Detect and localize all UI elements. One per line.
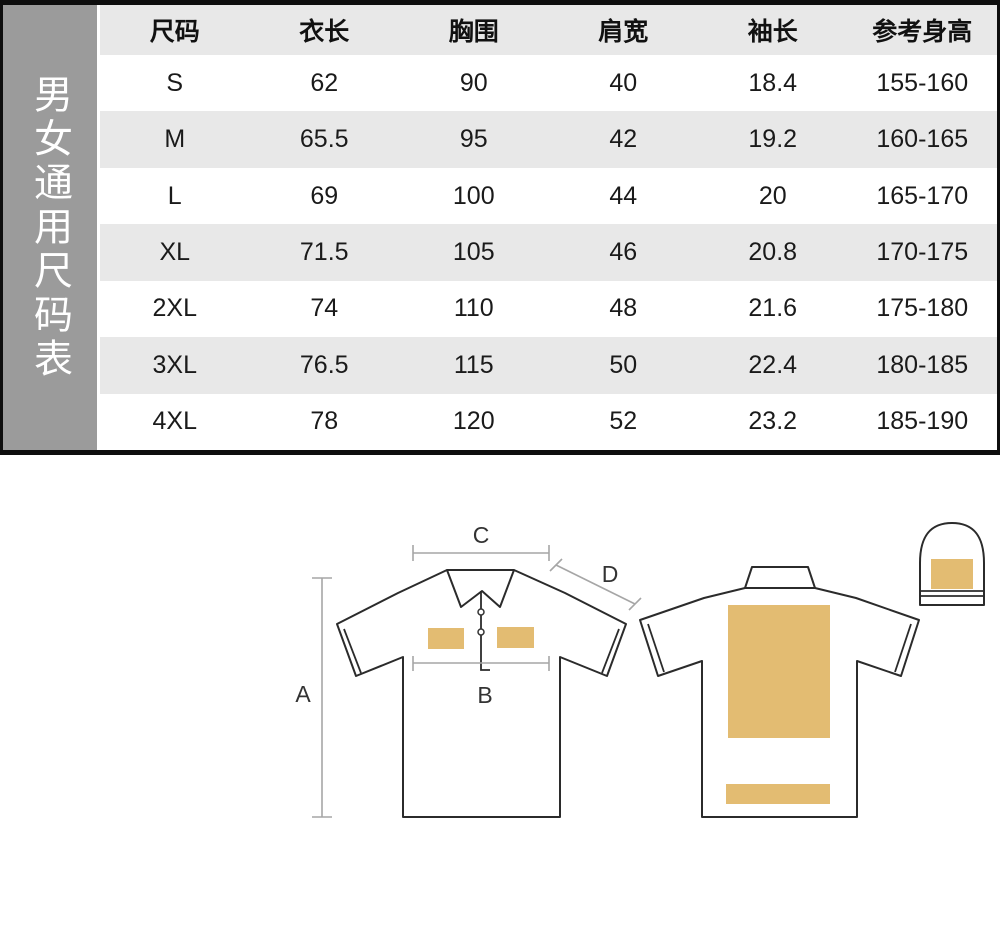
col-header-length: 衣长 — [299, 18, 350, 46]
cell-size: 3XL — [152, 350, 197, 379]
cell-sleeve: 23.2 — [748, 407, 798, 436]
cell-height: 185-190 — [876, 407, 969, 436]
print-area-front-right-chest — [497, 627, 534, 648]
col-header-sleeve: 袖长 — [747, 18, 798, 46]
cell-height: 170-175 — [876, 237, 969, 266]
table-row-xl: XL 71.5 105 46 20.8 170-175 — [100, 224, 997, 281]
measure-label-b: B — [477, 682, 492, 708]
cell-sleeve: 22.4 — [748, 350, 798, 379]
col-header-chest: 胸围 — [448, 18, 499, 46]
front-polo-outline — [336, 569, 627, 818]
table-row-3xl: 3XL 76.5 115 50 22.4 180-185 — [100, 337, 997, 394]
cell-sleeve: 18.4 — [748, 68, 798, 97]
table-row-m: M 65.5 95 42 19.2 160-165 — [100, 111, 997, 168]
size-table-block: 男女通用尺码表 尺码 衣长 胸围 肩宽 袖长 参考身高 S 62 90 40 1… — [0, 0, 1000, 455]
back-collar — [744, 566, 816, 589]
cell-chest: 90 — [459, 68, 488, 97]
print-area-sleeve — [931, 559, 973, 589]
col-header-shoulder: 肩宽 — [598, 18, 649, 46]
cell-length: 76.5 — [299, 350, 349, 379]
garment-diagram-svg: C D A B — [295, 522, 985, 818]
cell-length: 62 — [310, 68, 339, 97]
measurement-diagram-section: C D A B — [0, 455, 1000, 930]
cell-height: 165-170 — [876, 181, 969, 210]
measure-tick — [628, 597, 642, 611]
cell-chest: 95 — [459, 125, 488, 154]
cell-shoulder: 50 — [609, 350, 638, 379]
cell-chest: 105 — [452, 237, 495, 266]
back-right-cuff-stripe — [894, 623, 912, 673]
table-sidebar: 男女通用尺码表 — [3, 5, 100, 450]
cell-size: 4XL — [152, 407, 197, 436]
sleeve-piece-diagram — [919, 522, 985, 606]
front-polo-diagram — [336, 569, 627, 818]
cell-size: M — [164, 125, 186, 154]
front-left-cuff-stripe — [343, 628, 362, 674]
cell-shoulder: 44 — [609, 181, 638, 210]
cell-chest: 115 — [453, 350, 494, 379]
cell-length: 65.5 — [299, 125, 349, 154]
cell-chest: 120 — [452, 407, 495, 436]
cell-length: 74 — [310, 294, 339, 323]
cell-shoulder: 46 — [609, 237, 638, 266]
cell-shoulder: 40 — [609, 68, 638, 97]
table-header-row: 尺码 衣长 胸围 肩宽 袖长 参考身高 — [100, 5, 997, 55]
table-row-2xl: 2XL 74 110 48 21.6 175-180 — [100, 281, 997, 337]
back-polo-diagram — [639, 566, 920, 818]
table-row-s: S 62 90 40 18.4 155-160 — [100, 55, 997, 111]
col-header-height: 参考身高 — [872, 18, 973, 46]
cell-length: 78 — [310, 407, 339, 436]
cell-height: 180-185 — [876, 350, 969, 379]
cell-length: 69 — [310, 181, 339, 210]
cell-size: XL — [159, 237, 191, 266]
cell-shoulder: 42 — [609, 125, 638, 154]
table-row-l: L 69 100 44 20 165-170 — [100, 168, 997, 224]
cell-length: 71.5 — [299, 237, 349, 266]
measure-line-d — [555, 564, 636, 605]
measure-label-d: D — [602, 561, 619, 587]
cell-sleeve: 20 — [758, 181, 787, 210]
cell-chest: 100 — [452, 181, 495, 210]
cell-sleeve: 21.6 — [748, 294, 798, 323]
cell-height: 160-165 — [876, 125, 969, 154]
cell-chest: 110 — [453, 294, 494, 323]
size-table: 尺码 衣长 胸围 肩宽 袖长 参考身高 S 62 90 40 18.4 155-… — [100, 5, 997, 450]
print-area-back-large — [728, 605, 830, 738]
cell-sleeve: 20.8 — [748, 237, 798, 266]
measure-label-a: A — [295, 681, 311, 707]
front-collar — [446, 569, 515, 608]
cell-height: 155-160 — [876, 68, 969, 97]
measure-tick — [549, 558, 563, 572]
cell-size: S — [166, 68, 184, 97]
front-placket — [480, 591, 490, 671]
measurement-lines: C D A B — [295, 522, 642, 818]
placket-button-dot — [477, 628, 485, 636]
cell-size: 2XL — [152, 294, 197, 323]
table-row-4xl: 4XL 78 120 52 23.2 185-190 — [100, 394, 997, 450]
cell-size: L — [167, 181, 182, 210]
front-right-cuff-stripe — [601, 628, 620, 674]
placket-button-dot — [477, 608, 485, 616]
print-area-front-left-chest — [428, 628, 464, 649]
measure-label-c: C — [473, 522, 490, 548]
back-left-cuff-stripe — [647, 623, 665, 673]
cell-shoulder: 52 — [609, 407, 638, 436]
sidebar-vertical-title: 男女通用尺码表 — [28, 73, 72, 382]
cell-shoulder: 48 — [609, 294, 638, 323]
print-area-back-hem-strip — [726, 784, 830, 804]
cell-sleeve: 19.2 — [748, 125, 798, 154]
cell-height: 175-180 — [876, 294, 969, 323]
col-header-size: 尺码 — [149, 18, 200, 46]
